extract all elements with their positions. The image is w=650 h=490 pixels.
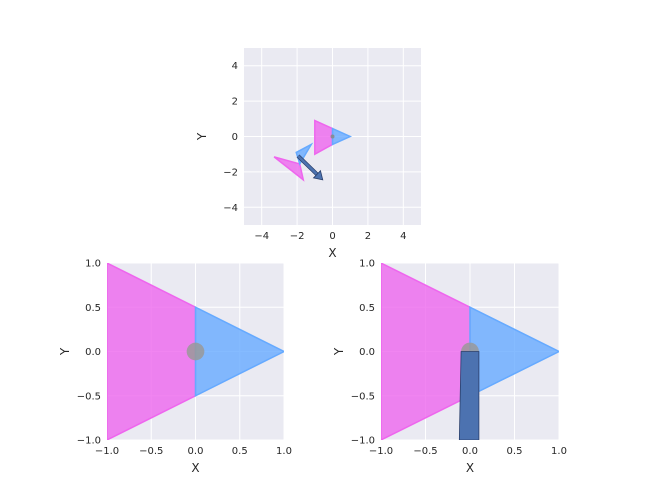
y-tick-label: 4 [232, 61, 238, 72]
plot-area [107, 263, 284, 440]
plot-area [381, 263, 559, 440]
x-tick-label: −0.5 [413, 446, 437, 457]
x-tick-label: 1.0 [551, 446, 567, 457]
y-tick-label: −1.0 [77, 436, 101, 447]
subplot-top-center: −4 −2 0 2 4 −4 −2 0 2 4 X Y [195, 48, 421, 260]
y-tick-label: 0.0 [359, 347, 375, 358]
y-axis-label: Y [332, 347, 346, 356]
x-axis-label: X [191, 461, 199, 475]
x-tick-label: 4 [400, 231, 406, 242]
y-tick-label: −2 [223, 167, 238, 178]
x-tick-label: 0.5 [507, 446, 523, 457]
y-axis-label: Y [195, 132, 209, 141]
x-tick-label: −0.5 [139, 446, 163, 457]
x-tick-label: 1.0 [276, 446, 292, 457]
arrow-head [312, 169, 324, 181]
x-tick-label: 0.0 [188, 446, 204, 457]
x-axis-label: X [466, 461, 474, 475]
force-band [458, 351, 480, 440]
x-tick-label: −1.0 [369, 446, 393, 457]
y-tick-label: 0.5 [359, 303, 375, 314]
y-tick-label: −1.0 [351, 436, 375, 447]
arrow-shaft [297, 155, 318, 176]
plot-area [273, 119, 353, 182]
y-tick-label: −0.5 [351, 391, 375, 402]
origin-point [330, 134, 335, 139]
x-tick-label: −4 [254, 231, 269, 242]
x-tick-label: −1.0 [95, 446, 119, 457]
x-tick-label: 0 [329, 231, 335, 242]
y-tick-label: 2 [232, 97, 238, 108]
x-tick-label: 0.5 [232, 446, 248, 457]
y-tick-label: −0.5 [77, 391, 101, 402]
subplot-bottom-left: −1.0 −0.5 0.0 0.5 1.0 −1.0 −0.5 0.0 0.5 1.0 X Y [58, 259, 292, 476]
triangle-region [273, 156, 305, 182]
origin-point [186, 342, 205, 361]
y-tick-label: 1.0 [85, 259, 101, 270]
x-axis-label: X [328, 246, 336, 260]
y-tick-label: 0.0 [85, 347, 101, 358]
x-tick-label: 2 [365, 231, 371, 242]
y-tick-label: −4 [223, 203, 238, 214]
x-tick-label: 0.0 [462, 446, 478, 457]
y-tick-label: 0 [232, 132, 238, 143]
x-tick-label: −2 [290, 231, 305, 242]
y-tick-label: 1.0 [359, 259, 375, 270]
y-axis-label: Y [58, 347, 72, 356]
y-tick-label: 0.5 [85, 303, 101, 314]
subplot-bottom-right: −1.0 −0.5 0.0 0.5 1.0 −1.0 −0.5 0.0 0.5 1.0 X Y [332, 259, 567, 476]
